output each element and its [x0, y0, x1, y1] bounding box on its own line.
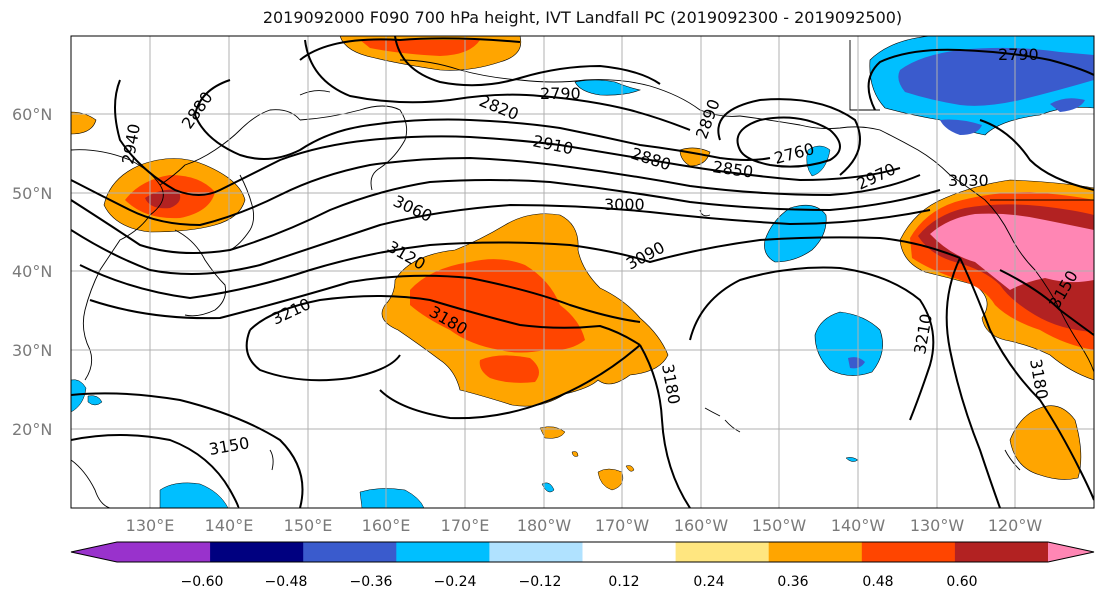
- height-contours: [71, 36, 1094, 508]
- lon-label: 130°E: [126, 516, 175, 535]
- contour-label: 2790: [998, 45, 1039, 64]
- colorbar-tick-label: −0.48: [265, 574, 308, 590]
- colorbar-tick-label: −0.24: [434, 574, 477, 590]
- lat-label: 60°N: [12, 105, 52, 124]
- latitude-labels: 60°N 50°N 40°N 30°N 20°N: [12, 105, 52, 439]
- lon-label: 170°W: [595, 516, 650, 535]
- colorbar-segment: [210, 542, 304, 562]
- map-frame: [70, 35, 1095, 509]
- contour-label: 2790: [540, 84, 581, 103]
- colorbar-segment: [954, 542, 1049, 562]
- colorbar-ticks: −0.60 −0.48 −0.36 −0.24 −0.12 0.12 0.24 …: [181, 574, 978, 590]
- colorbar-outline: [70, 541, 1095, 563]
- colorbar-tick-label: −0.12: [519, 574, 562, 590]
- colorbar-segment: [582, 542, 677, 562]
- lon-label: 180°W: [517, 516, 572, 535]
- colorbar-segment: [768, 542, 863, 562]
- lat-label: 20°N: [12, 420, 52, 439]
- lon-label: 150°W: [752, 516, 807, 535]
- colorbar-segment: [489, 542, 583, 562]
- lon-label: 160°E: [362, 516, 411, 535]
- lat-label: 50°N: [12, 184, 52, 203]
- colorbar-extension-max: [1048, 542, 1094, 562]
- colorbar-tick-label: −0.60: [181, 574, 224, 590]
- contour-label: 3030: [948, 171, 989, 190]
- lat-label: 30°N: [12, 341, 52, 360]
- lon-label: 130°W: [910, 516, 965, 535]
- gridlines: [71, 36, 1094, 508]
- lon-label: 140°W: [831, 516, 886, 535]
- lat-label: 40°N: [12, 262, 52, 281]
- longitude-labels: 130°E 140°E 150°E 160°E 170°E 180°W 170°…: [126, 516, 1043, 535]
- colorbar-segment: [675, 542, 770, 562]
- colorbar-segment: [861, 542, 956, 562]
- lon-label: 160°W: [674, 516, 729, 535]
- ivt-negative-regions: [71, 36, 1094, 508]
- colorbar-tick-label: 0.60: [946, 574, 977, 590]
- colorbar: [70, 541, 1095, 563]
- colorbar-tick-label: 0.48: [862, 574, 893, 590]
- lon-label: 140°E: [205, 516, 254, 535]
- colorbar-segment: [117, 542, 211, 562]
- colorbar-segment: [396, 542, 490, 562]
- colorbar-tick-label: −0.36: [350, 574, 393, 590]
- colorbar-extension-min: [71, 542, 117, 562]
- coastlines: [71, 40, 1094, 508]
- lon-label: 150°E: [284, 516, 333, 535]
- colorbar-tick-label: 0.12: [608, 574, 639, 590]
- lon-label: 170°E: [441, 516, 490, 535]
- map-title: 2019092000 F090 700 hPa height, IVT Land…: [262, 8, 903, 27]
- lon-label: 120°W: [988, 516, 1043, 535]
- colorbar-tick-label: 0.36: [777, 574, 808, 590]
- contour-label: 3000: [604, 195, 645, 214]
- colorbar-tick-label: 0.24: [693, 574, 724, 590]
- map-area: 2790 2820 2790 2880 2940 2910 2880 2850 …: [71, 36, 1094, 508]
- colorbar-segment: [303, 542, 397, 562]
